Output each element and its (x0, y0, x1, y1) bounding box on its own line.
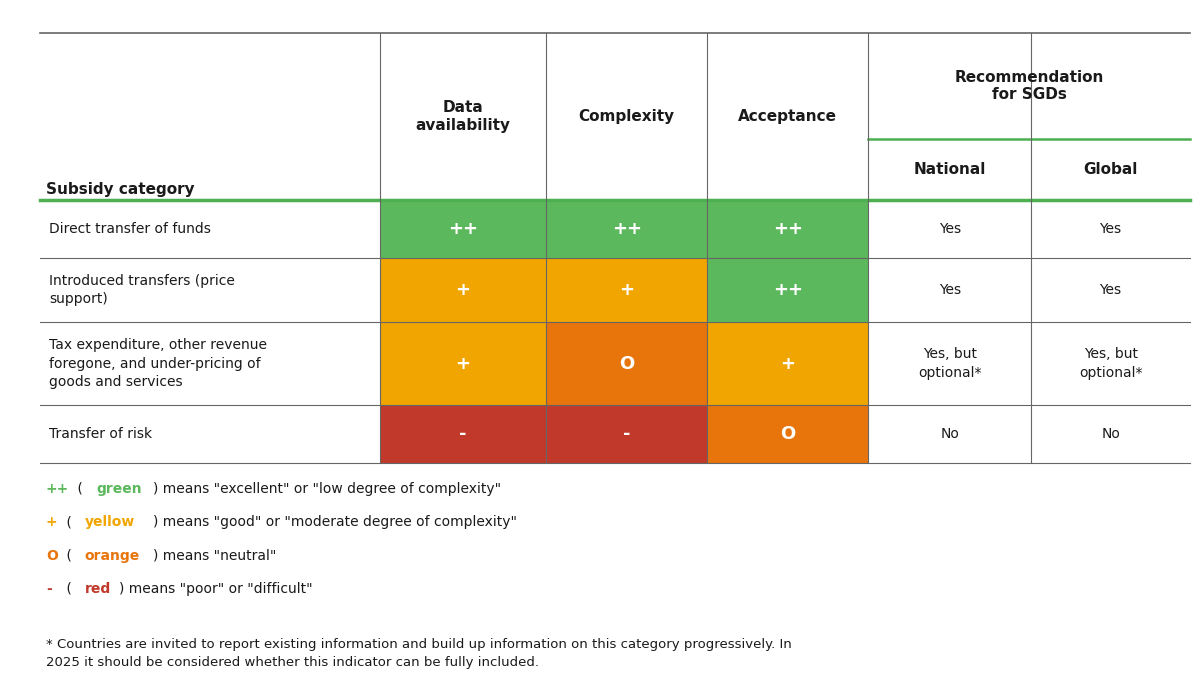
Text: ++: ++ (773, 220, 803, 238)
FancyBboxPatch shape (707, 406, 868, 463)
Text: -: - (623, 425, 630, 443)
Text: Direct transfer of funds: Direct transfer of funds (49, 222, 211, 236)
Text: -: - (46, 582, 52, 596)
Text: +: + (619, 281, 635, 299)
Text: +: + (456, 354, 470, 373)
Text: +: + (456, 281, 470, 299)
Text: +: + (46, 515, 58, 529)
Text: Yes, but
optional*: Yes, but optional* (1079, 348, 1142, 380)
FancyBboxPatch shape (379, 200, 546, 258)
Text: O: O (46, 549, 58, 562)
FancyBboxPatch shape (546, 322, 707, 406)
Text: Yes: Yes (1099, 283, 1122, 297)
Text: ++: ++ (773, 281, 803, 299)
Text: green: green (96, 482, 142, 496)
Text: Global: Global (1084, 162, 1138, 177)
Text: (: ( (62, 549, 72, 562)
Text: +: + (780, 354, 796, 373)
Text: Yes, but
optional*: Yes, but optional* (918, 348, 982, 380)
Text: ) means "good" or "moderate degree of complexity": ) means "good" or "moderate degree of co… (152, 515, 516, 529)
Text: No: No (941, 427, 959, 441)
Text: (: ( (73, 482, 83, 496)
Text: ) means "excellent" or "low degree of complexity": ) means "excellent" or "low degree of co… (152, 482, 500, 496)
FancyBboxPatch shape (707, 258, 868, 322)
FancyBboxPatch shape (379, 406, 546, 463)
Text: National: National (913, 162, 986, 177)
Text: Data
availability: Data availability (415, 101, 510, 133)
Text: yellow: yellow (85, 515, 134, 529)
Text: No: No (1102, 427, 1120, 441)
Text: orange: orange (85, 549, 140, 562)
Text: ) means "neutral": ) means "neutral" (152, 549, 276, 562)
Text: Recommendation
for SGDs: Recommendation for SGDs (954, 70, 1104, 102)
Text: ++: ++ (46, 482, 70, 496)
Text: Yes: Yes (938, 222, 961, 236)
Text: red: red (85, 582, 110, 596)
Text: ) means "poor" or "difficult": ) means "poor" or "difficult" (119, 582, 312, 596)
Text: Yes: Yes (938, 283, 961, 297)
Text: Introduced transfers (price
support): Introduced transfers (price support) (49, 273, 235, 306)
Text: Tax expenditure, other revenue
foregone, and under-pricing of
goods and services: Tax expenditure, other revenue foregone,… (49, 338, 268, 389)
FancyBboxPatch shape (546, 200, 707, 258)
Text: -: - (460, 425, 467, 443)
FancyBboxPatch shape (379, 258, 546, 322)
FancyBboxPatch shape (546, 406, 707, 463)
FancyBboxPatch shape (546, 258, 707, 322)
Text: Subsidy category: Subsidy category (46, 182, 194, 196)
FancyBboxPatch shape (707, 322, 868, 406)
Text: Acceptance: Acceptance (738, 109, 838, 124)
Text: Complexity: Complexity (578, 109, 674, 124)
FancyBboxPatch shape (707, 200, 868, 258)
Text: ++: ++ (448, 220, 478, 238)
FancyBboxPatch shape (379, 322, 546, 406)
Text: O: O (780, 425, 796, 443)
Text: Transfer of risk: Transfer of risk (49, 427, 152, 441)
Text: ++: ++ (612, 220, 642, 238)
Text: (: ( (62, 515, 72, 529)
Text: Yes: Yes (1099, 222, 1122, 236)
Text: O: O (619, 354, 635, 373)
Text: (: ( (62, 582, 72, 596)
Text: * Countries are invited to report existing information and build up information : * Countries are invited to report existi… (46, 639, 792, 670)
